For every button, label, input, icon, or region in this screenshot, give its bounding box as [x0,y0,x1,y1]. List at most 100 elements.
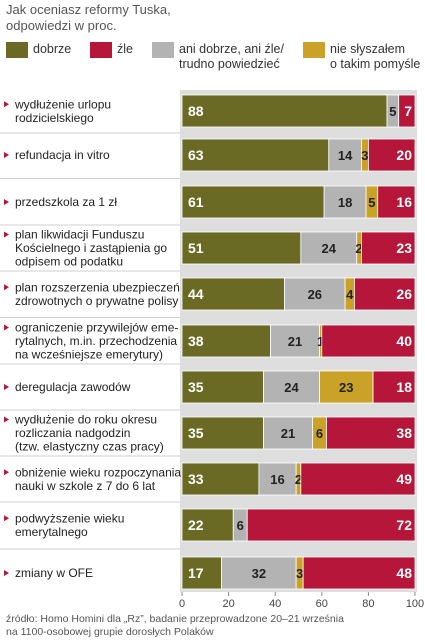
bar-zle [372,370,416,404]
bar-ani [323,185,367,219]
bar-zle [354,277,416,311]
value-label-ani: 32 [252,566,266,581]
bar-dobrze [181,138,330,172]
value-label-dobrze: 33 [188,471,204,487]
source-footnote: źródło: Homo Homini dla „Rz”, badanie pr… [6,613,344,638]
bar-dobrze [181,324,271,358]
legend-label-ani: ani dobrze, ani źle/ trudno powiedzieć [179,42,284,71]
value-label-dobrze: 44 [188,286,204,302]
bar-zle [300,462,416,496]
category-label: plan likwidacji Funduszu Kościelnego i za… [15,228,167,269]
value-label-zle: 49 [396,471,412,487]
value-label-ani: 21 [288,334,302,349]
value-label-zle: 18 [396,379,412,395]
legend-swatch-nie [303,42,325,58]
x-tick-label: 0 [179,598,185,610]
value-label-zle: 48 [396,565,412,581]
category-label: zmiany w OFE [15,566,93,580]
value-label-zle: 7 [404,103,412,119]
value-label-ani: 24 [322,241,337,256]
value-label-dobrze: 38 [188,333,204,349]
legend-item-ani: ani dobrze, ani źle/ trudno powiedzieć [152,42,284,72]
x-tick-label: 60 [316,598,328,610]
value-label-nie: 3 [361,148,368,163]
category-arrow-icon [4,152,9,158]
bar-ani [270,324,320,358]
bar-dobrze [181,508,234,542]
value-label-nie: 3 [296,566,303,581]
category-label: podwyższenie wieku emerytalnego [15,511,124,539]
bar-nie [319,370,374,404]
value-label-dobrze: 17 [188,565,204,581]
value-label-ani: 6 [237,518,244,533]
value-label-dobrze: 35 [188,425,204,441]
value-label-ani: 24 [284,380,299,395]
legend-item-dobrze: dobrze [6,42,71,58]
legend-label-zle: źle [117,42,133,56]
legend-label-nie: nie słyszałem o takim pomyśle [330,42,421,71]
category-arrow-icon [4,384,9,390]
legend-swatch-ani [152,42,174,58]
value-label-ani: 26 [308,287,322,302]
bar-zle [367,138,416,172]
legend-item-nie: nie słyszałem o takim pomyśle [303,42,420,72]
value-label-ani: 5 [389,104,396,119]
value-label-ani: 21 [281,426,295,441]
x-tick-label: 100 [406,598,424,610]
legend-item-zle: źle [90,42,133,58]
category-label: plan rozszerzenia ubezpieczeń zdrowotnych… [15,280,180,308]
bar-dobrze [181,94,388,128]
legend-swatch-dobrze [6,42,28,58]
value-label-nie: 5 [368,195,375,210]
value-label-nie: 2 [295,472,302,487]
value-label-dobrze: 63 [188,147,204,163]
value-label-dobrze: 88 [188,103,204,119]
category-arrow-icon [4,199,9,205]
value-label-dobrze: 22 [188,517,204,533]
x-tick-label: 40 [269,598,281,610]
category-label: wydłużenie do roku okresu rozliczania nad… [14,413,164,454]
value-label-ani: 18 [338,195,352,210]
value-label-dobrze: 61 [188,194,204,210]
bar-ani [300,231,358,265]
category-arrow-icon [4,416,9,423]
category-arrow-icon [4,284,9,291]
value-label-dobrze: 51 [188,240,204,256]
value-label-dobrze: 35 [188,379,204,395]
category-label: obniżenie wieku rozpoczynania nauki w szk… [15,465,181,493]
value-label-zle: 20 [396,147,412,163]
x-tick-label: 80 [362,598,374,610]
category-arrow-icon [4,570,9,576]
bar-zle [246,508,416,542]
chart-subtitle: Jak oceniasz reformy Tuska, odpowiedzi w… [6,2,171,33]
bar-zle [398,94,416,128]
value-label-zle: 26 [396,286,412,302]
value-label-zle: 72 [396,517,412,533]
bar-ani [258,462,297,496]
category-arrow-icon [4,469,9,476]
bar-dobrze [181,370,264,404]
bar-dobrze [181,185,325,219]
category-label: wydłużenie urlopu rodzicielskiego [14,97,111,125]
category-arrow-icon [4,231,9,238]
bar-ani [263,416,313,450]
bar-ani [221,556,297,590]
value-label-nie: 23 [339,380,353,395]
value-label-zle: 38 [396,425,412,441]
category-arrow-icon [4,101,9,108]
x-tick-label: 20 [222,598,234,610]
value-label-zle: 40 [396,333,412,349]
legend-label-dobrze: dobrze [33,42,72,56]
bar-zle [326,416,416,450]
category-arrow-icon [4,515,9,522]
value-label-nie: 6 [316,426,323,441]
legend: dobrze źle ani dobrze, ani źle/ trudno p… [0,42,425,78]
bar-dobrze [181,416,264,450]
bar-zle [321,324,416,358]
category-label: deregulacja zawodów [15,380,131,394]
value-label-ani: 16 [270,472,284,487]
value-label-nie: 4 [346,287,354,302]
value-label-ani: 14 [338,148,353,163]
value-label-zle: 23 [396,240,412,256]
